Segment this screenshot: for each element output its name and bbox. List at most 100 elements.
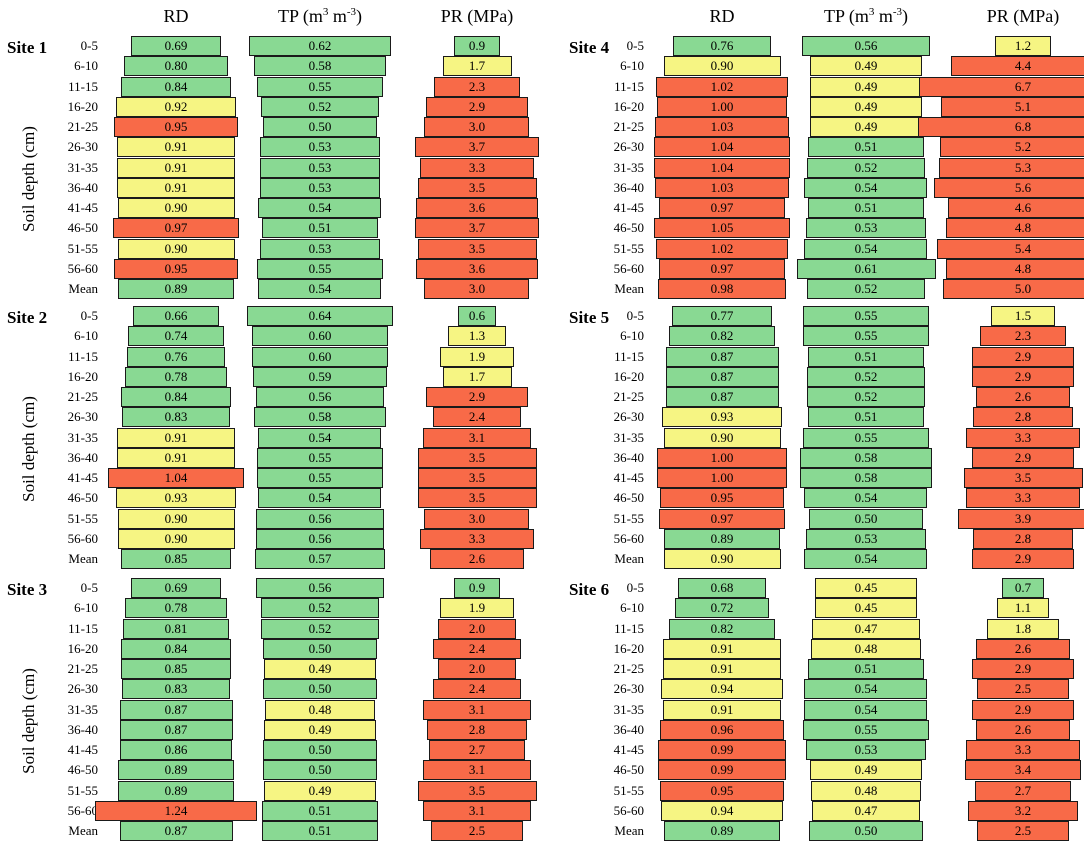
depth-label: 0-5 <box>80 308 98 323</box>
bar-tp: 0.52 <box>260 618 380 639</box>
bar-rd: 0.89 <box>664 821 780 841</box>
bar-pr: 3.1 <box>423 427 531 448</box>
bar-tp: 0.49 <box>810 117 922 137</box>
depth-label: 31-35 <box>67 429 98 445</box>
bar-pr: 2.4 <box>432 679 522 700</box>
bar-tp: 0.56 <box>256 387 384 407</box>
bar-pr: 1.8 <box>987 618 1059 639</box>
site-label: Site 4 <box>569 38 610 57</box>
bar-rd: 0.77 <box>672 306 773 326</box>
depth-label: 21-25 <box>67 119 98 134</box>
bar-tp: 0.49 <box>810 96 922 117</box>
depth-label: 41-45 <box>613 200 644 215</box>
bar-rd: 0.91 <box>116 137 236 158</box>
depth-label: 6-10 <box>620 58 644 74</box>
bar-tp: 0.49 <box>810 760 922 781</box>
bar-rd: 1.04 <box>654 157 790 178</box>
bar-pr: 3.3 <box>420 157 534 178</box>
bar-rd: 0.89 <box>118 279 234 299</box>
depth-label: 36-40 <box>613 721 644 737</box>
y-axis-label: Soil depth (cm) <box>19 668 38 774</box>
bar-rd: 0.97 <box>659 198 786 218</box>
bar-pr: 2.4 <box>432 638 522 659</box>
depth-label: 6-10 <box>74 600 98 616</box>
header-pr: PR (MPa) <box>440 6 514 26</box>
bar-pr: 2.9 <box>971 699 1075 720</box>
bar-pr: 3.2 <box>967 800 1079 821</box>
depth-label: 6-10 <box>74 328 98 344</box>
depth-label: 16-20 <box>613 368 644 384</box>
bar-tp: 0.54 <box>804 488 928 509</box>
bar-pr: 3.3 <box>966 427 1080 448</box>
bar-pr: 2.5 <box>431 821 523 841</box>
bar-pr: 2.8 <box>973 528 1073 549</box>
bar-rd: 0.84 <box>121 76 231 97</box>
bar-rd: 0.92 <box>116 96 236 117</box>
depth-label: 21-25 <box>613 119 644 134</box>
bar-rd: 0.91 <box>116 177 236 198</box>
bar-pr: 0.9 <box>453 578 501 598</box>
bar-tp: 0.53 <box>259 238 381 259</box>
depth-label: 36-40 <box>67 179 98 195</box>
bar-tp: 0.54 <box>258 427 382 448</box>
bar-pr: 2.5 <box>977 679 1069 700</box>
bar-pr: 4.8 <box>945 218 1084 239</box>
bar-rd: 1.00 <box>657 447 787 468</box>
bar-tp: 0.52 <box>806 366 926 387</box>
bar-pr: 2.9 <box>971 549 1075 569</box>
bar-tp: 0.54 <box>258 488 382 509</box>
bar-rd: 0.69 <box>131 578 221 598</box>
bar-pr: 3.1 <box>423 800 531 821</box>
bar-tp: 0.58 <box>253 56 387 77</box>
bar-rd: 0.95 <box>114 117 238 137</box>
bar-tp: 0.55 <box>257 258 383 279</box>
bar-tp: 0.48 <box>265 699 375 720</box>
bar-rd: 0.97 <box>113 218 240 239</box>
bar-tp: 0.49 <box>264 719 376 740</box>
bar-rd: 0.91 <box>662 659 782 679</box>
bar-tp: 0.49 <box>264 780 376 801</box>
depth-label: 26-30 <box>67 681 98 697</box>
site-label: Site 2 <box>7 308 48 327</box>
bar-rd: 0.80 <box>124 56 228 77</box>
bar-pr: 3.1 <box>423 760 531 781</box>
depth-label: Mean <box>68 551 98 566</box>
bar-tp: 0.48 <box>811 638 921 659</box>
header-tp-part: 3 <box>868 6 875 18</box>
bar-pr: 3.5 <box>417 780 537 801</box>
depth-label: 56-60 <box>67 530 98 546</box>
bar-rd: 1.02 <box>655 238 789 259</box>
bar-pr: 3.5 <box>417 488 537 509</box>
bar-rd: 0.94 <box>660 679 784 700</box>
bar-rd: 0.90 <box>117 528 235 549</box>
bar-rd: 0.94 <box>660 800 784 821</box>
header-tp-part: TP (m <box>823 6 869 26</box>
bar-tp: 0.50 <box>809 508 923 529</box>
depth-label: 11-15 <box>614 78 644 94</box>
bar-pr: 5.3 <box>938 157 1084 178</box>
bar-tp: 0.50 <box>263 679 377 700</box>
bar-pr: 2.8 <box>427 719 527 740</box>
bar-pr: 0.6 <box>457 306 497 326</box>
depth-label: Mean <box>614 281 644 296</box>
bar-pr: 3.7 <box>414 137 540 158</box>
site-label: Site 5 <box>569 308 610 327</box>
bar-tp: 0.55 <box>257 447 383 468</box>
bar-tp: 0.48 <box>811 780 921 801</box>
bar-pr: 2.6 <box>976 638 1070 659</box>
bar-tp: 0.50 <box>263 117 377 137</box>
depth-label: 0-5 <box>626 308 644 323</box>
bar-pr: 5.4 <box>937 238 1084 259</box>
depth-label: 56-60 <box>613 802 644 818</box>
bar-pr: 5.2 <box>940 137 1084 158</box>
bar-rd: 0.90 <box>663 549 781 569</box>
bar-tp: 0.56 <box>256 528 384 549</box>
bar-rd: 0.69 <box>131 36 221 56</box>
bar-rd: 0.83 <box>122 407 230 428</box>
bar-tp: 0.53 <box>259 157 381 178</box>
bar-rd: 0.95 <box>660 780 784 801</box>
bar-tp: 0.55 <box>803 326 929 347</box>
bar-rd: 0.90 <box>117 198 235 218</box>
bar-tp: 0.52 <box>806 279 926 299</box>
site-label: Site 6 <box>569 580 610 599</box>
